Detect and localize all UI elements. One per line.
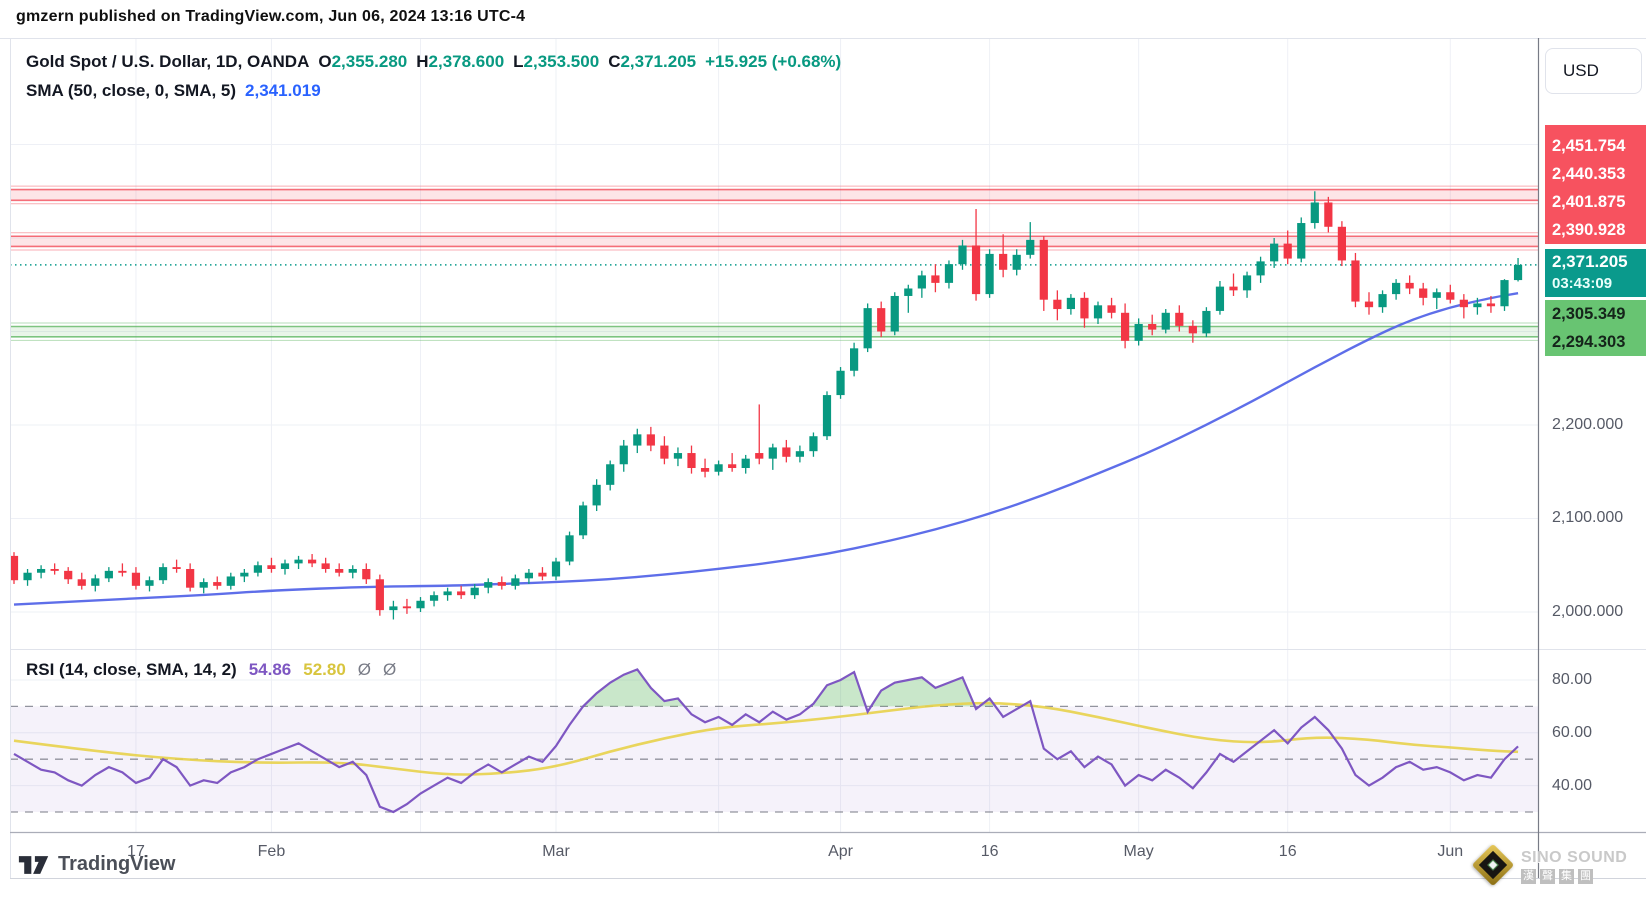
price-label-support-1: 2,305.349	[1545, 300, 1646, 328]
low-value: 2,353.500	[523, 52, 600, 71]
x-axis-label-apr: Apr	[828, 843, 853, 860]
price-label-clipped	[1545, 125, 1646, 132]
x-axis-label-may: May	[1123, 843, 1154, 860]
tradingview-footer[interactable]: TradingView	[18, 853, 175, 876]
sma-value: 2,341.019	[245, 81, 321, 100]
x-axis-label-feb: Feb	[257, 843, 286, 860]
sma-label[interactable]: SMA (50, close, 0, SMA, 5)	[26, 81, 237, 100]
sino-sound-brand: SINO SOUND	[1521, 848, 1628, 866]
x-axis-label-jun: Jun	[1437, 843, 1464, 860]
x-axis-label-16: 16	[980, 843, 999, 860]
sino-sound-icon	[1471, 843, 1515, 887]
rsi-empty-value-1: Ø	[357, 660, 372, 679]
rsi-tick-40: 40.00	[1552, 777, 1593, 794]
close-label: C	[608, 52, 621, 71]
sino-sound-watermark: SINO SOUND 漢聲集團	[1471, 843, 1628, 887]
sino-sound-chinese: 漢聲集團	[1521, 868, 1593, 884]
attribution-text: gmzern published on TradingView.com, Jun…	[16, 8, 526, 25]
high-value: 2,378.600	[428, 52, 505, 71]
rsi-tick-80: 80.00	[1552, 671, 1593, 688]
symbol-title[interactable]: Gold Spot / U.S. Dollar, 1D, OANDA	[26, 52, 310, 71]
rsi-label[interactable]: RSI (14, close, SMA, 14, 2)	[26, 660, 237, 679]
x-axis-label-17: 17	[127, 843, 145, 860]
price-tick-2100: 2,100.000	[1552, 509, 1624, 526]
ohlc-row: Gold Spot / U.S. Dollar, 1D, OANDA O2,35…	[26, 52, 841, 72]
open-label: O	[318, 52, 332, 71]
currency-button[interactable]: USD	[1545, 48, 1642, 94]
tradingview-logo-text: TradingView	[58, 853, 176, 875]
close-value: 2,371.205	[620, 52, 697, 71]
rsi-value: 54.86	[248, 660, 292, 679]
rsi-empty-value-2: Ø	[383, 660, 397, 679]
rsi-legend: RSI (14, close, SMA, 14, 2) 54.86 52.80 …	[26, 660, 396, 680]
current-price-value: 2,371.205	[1552, 252, 1628, 271]
price-label-support-2: 2,294.303	[1545, 328, 1646, 356]
low-label: L	[513, 52, 524, 71]
change-value: +15.925 (+0.68%)	[705, 52, 842, 71]
bar-countdown: 03:43:09	[1552, 275, 1613, 292]
rsi-tick-60: 60.00	[1552, 724, 1593, 741]
x-axis-label-16: 16	[1278, 843, 1297, 860]
price-scale[interactable]: 2,451.754 2,440.353 2,401.875 2,390.928 …	[1539, 38, 1646, 878]
price-tick-2200: 2,200.000	[1552, 416, 1624, 433]
rsi-ma-value: 52.80	[303, 660, 346, 679]
price-label-resistance-4: 2,390.928	[1545, 216, 1646, 244]
open-value: 2,355.280	[331, 52, 408, 71]
high-label: H	[416, 52, 429, 71]
x-axis-label-mar: Mar	[542, 843, 570, 860]
price-tick-2000: 2,000.000	[1552, 603, 1624, 620]
price-label-resistance-1: 2,451.754	[1545, 132, 1646, 160]
tradingview-logo-icon	[18, 855, 49, 874]
price-label-resistance-3: 2,401.875	[1545, 188, 1646, 216]
sma-row: SMA (50, close, 0, SMA, 5) 2,341.019	[26, 81, 841, 101]
current-price-label: 2,371.205 03:43:09	[1545, 249, 1646, 297]
price-label-resistance-2: 2,440.353	[1545, 160, 1646, 188]
symbol-legend: Gold Spot / U.S. Dollar, 1D, OANDA O2,35…	[26, 52, 841, 101]
